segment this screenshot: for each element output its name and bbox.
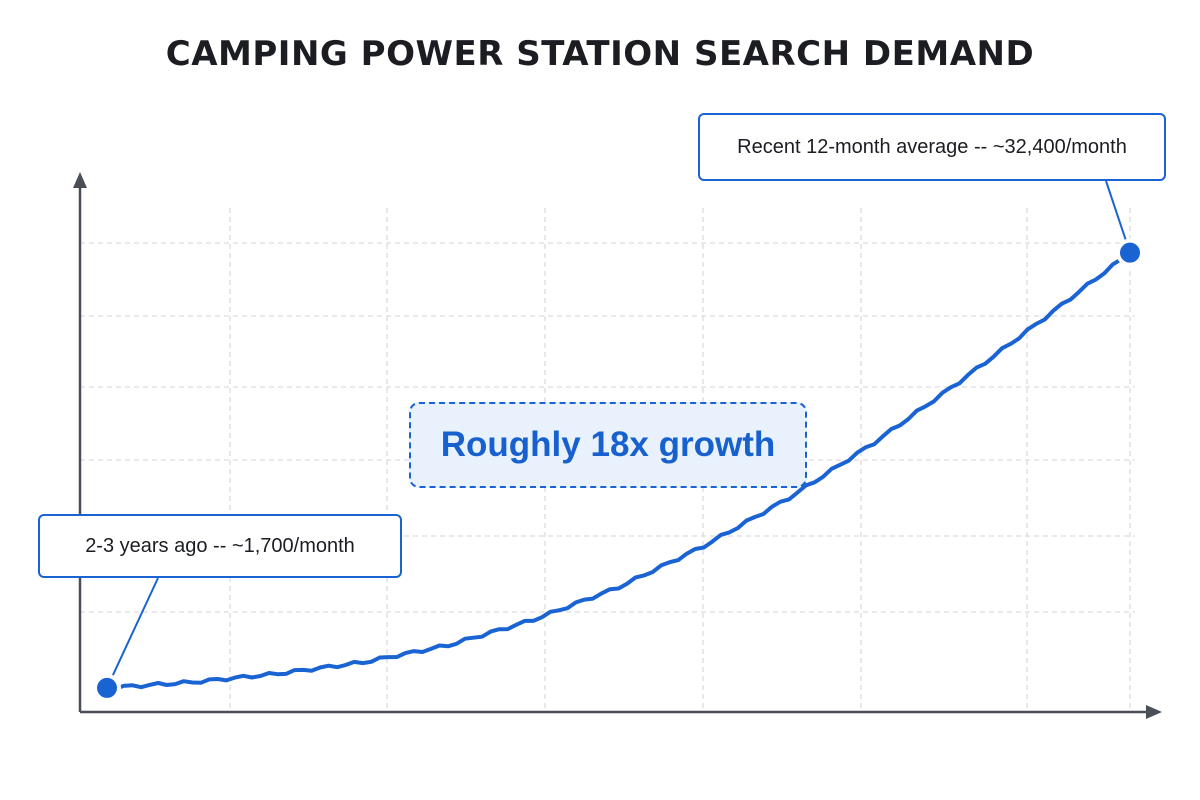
endpoint-markers	[93, 238, 1144, 702]
start-point-marker	[93, 673, 121, 702]
axes	[73, 172, 1162, 719]
start-value-callout: 2-3 years ago -- ~1,700/month	[38, 514, 402, 578]
growth-badge: Roughly 18x growth	[409, 402, 807, 488]
end-point-marker	[1116, 238, 1144, 267]
series-line	[105, 250, 1132, 691]
end-value-callout: Recent 12-month average -- ~32,400/month	[698, 113, 1166, 181]
y-axis-arrow	[73, 172, 87, 188]
chart-title: CAMPING POWER STATION SEARCH DEMAND	[165, 34, 1035, 74]
x-axis-arrow	[1146, 705, 1162, 719]
start-callout-connector	[106, 577, 159, 689]
